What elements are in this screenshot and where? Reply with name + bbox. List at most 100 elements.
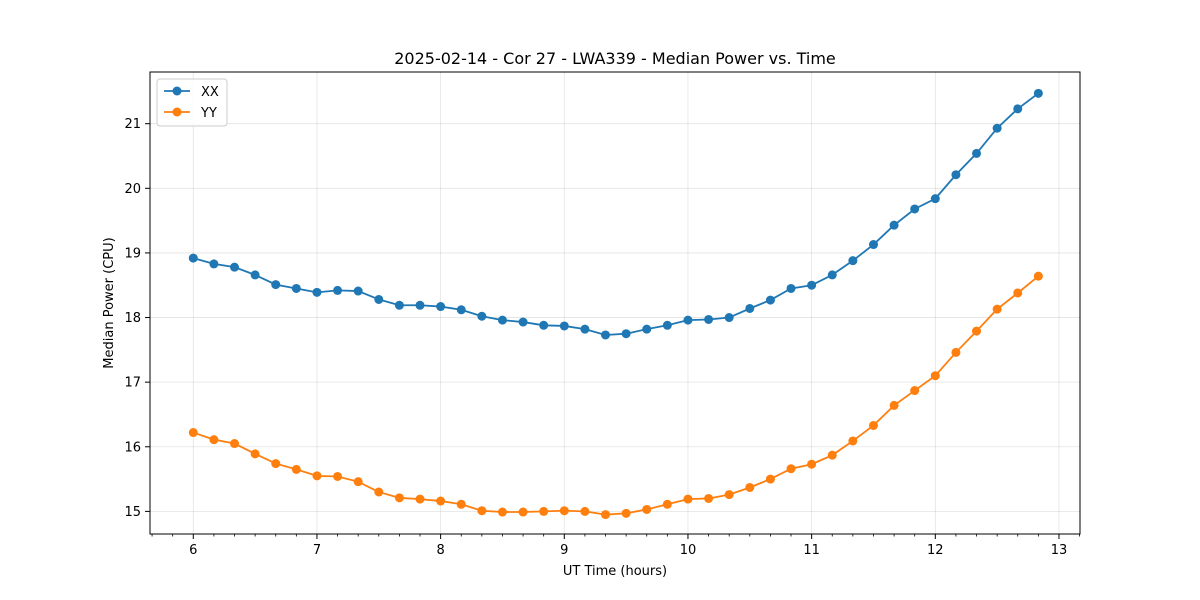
data-point-yy <box>456 499 466 509</box>
data-point-xx <box>374 294 384 304</box>
data-point-yy <box>374 487 384 497</box>
data-point-xx <box>353 286 363 296</box>
data-point-yy <box>848 436 858 446</box>
data-point-xx <box>951 170 961 180</box>
plot-frame <box>149 71 1081 535</box>
data-point-xx <box>271 280 281 290</box>
data-point-yy <box>415 494 425 504</box>
data-point-yy <box>889 400 899 410</box>
data-point-yy <box>333 471 343 481</box>
data-point-yy <box>518 507 528 517</box>
data-point-xx <box>188 253 198 263</box>
data-point-xx <box>333 285 343 295</box>
data-point-yy <box>436 496 446 506</box>
grid <box>150 72 1080 534</box>
legend: XX YY <box>156 78 228 127</box>
data-point-xx <box>972 148 982 158</box>
data-point-yy <box>662 499 672 509</box>
data-point-yy <box>951 347 961 357</box>
data-point-yy <box>621 508 631 518</box>
data-point-yy <box>745 482 755 492</box>
x-tick-label: 13 <box>1051 543 1068 558</box>
data-point-xx <box>394 300 404 310</box>
data-point-yy <box>271 459 281 469</box>
data-point-yy <box>765 474 775 484</box>
x-tick-label: 12 <box>927 543 944 558</box>
y-tick-label: 21 <box>124 117 141 132</box>
data-point-xx <box>765 295 775 305</box>
x-tick-label: 6 <box>189 543 197 558</box>
y-axis-label: Median Power (CPU) <box>102 237 117 368</box>
data-point-xx <box>724 313 734 323</box>
data-point-yy <box>497 507 507 517</box>
data-point-xx <box>291 283 301 293</box>
data-point-xx <box>436 302 446 312</box>
data-point-xx <box>539 320 549 330</box>
data-point-yy <box>992 304 1002 314</box>
data-point-xx <box>992 123 1002 133</box>
data-point-yy <box>559 506 569 516</box>
data-point-xx <box>1013 104 1023 114</box>
data-point-xx <box>745 303 755 313</box>
x-tick-label: 11 <box>803 543 820 558</box>
data-point-yy <box>230 439 240 449</box>
data-point-yy <box>807 459 817 469</box>
data-point-xx <box>230 262 240 272</box>
data-point-xx <box>580 324 590 334</box>
data-point-yy <box>601 510 611 520</box>
data-point-xx <box>807 280 817 290</box>
x-tick-label: 8 <box>436 543 444 558</box>
data-point-xx <box>683 315 693 325</box>
series-line-xx <box>193 92 1039 336</box>
data-point-xx <box>559 321 569 331</box>
x-tick-label: 7 <box>313 543 321 558</box>
data-point-yy <box>827 450 837 460</box>
data-point-yy <box>930 371 940 381</box>
legend-xx-marker <box>172 86 182 96</box>
data-point-yy <box>786 464 796 474</box>
data-point-xx <box>250 270 260 280</box>
data-point-yy <box>539 506 549 516</box>
data-point-xx <box>910 204 920 214</box>
y-tick-label: 16 <box>124 440 141 455</box>
data-point-xx <box>642 324 652 334</box>
data-point-xx <box>930 194 940 204</box>
data-point-yy <box>1013 288 1023 298</box>
data-point-yy <box>312 471 322 481</box>
data-point-xx <box>415 300 425 310</box>
data-point-yy <box>868 420 878 430</box>
data-point-xx <box>621 329 631 339</box>
y-tick-label: 20 <box>124 182 141 197</box>
data-point-xx <box>518 317 528 327</box>
data-point-yy <box>291 464 301 474</box>
data-point-yy <box>580 506 590 516</box>
data-point-xx <box>827 270 837 280</box>
data-point-yy <box>477 506 487 516</box>
data-point-xx <box>456 305 466 315</box>
x-tick-label: 9 <box>560 543 568 558</box>
data-point-xx <box>868 240 878 250</box>
legend-yy-label: YY <box>200 106 217 121</box>
data-point-yy <box>188 428 198 438</box>
y-tick-label: 19 <box>124 246 141 261</box>
data-point-xx <box>312 287 322 297</box>
data-point-xx <box>209 259 219 269</box>
series-layer <box>188 88 1043 520</box>
y-tick-label: 18 <box>124 311 141 326</box>
y-tick-label: 17 <box>124 376 141 391</box>
x-axis-label: UT Time (hours) <box>563 564 667 579</box>
axis-ticks: 6 7 8 9 10 11 12 13 15 16 17 18 19 20 21 <box>124 117 1080 558</box>
data-point-yy <box>724 490 734 500</box>
legend-yy-marker <box>172 107 182 117</box>
data-point-yy <box>353 477 363 487</box>
data-point-xx <box>477 311 487 321</box>
data-point-xx <box>848 256 858 266</box>
legend-xx-label: XX <box>201 85 219 100</box>
x-tick-label: 10 <box>680 543 697 558</box>
data-point-xx <box>497 315 507 325</box>
data-point-yy <box>209 435 219 445</box>
data-point-xx <box>1033 88 1043 98</box>
data-point-xx <box>662 320 672 330</box>
data-point-xx <box>786 283 796 293</box>
